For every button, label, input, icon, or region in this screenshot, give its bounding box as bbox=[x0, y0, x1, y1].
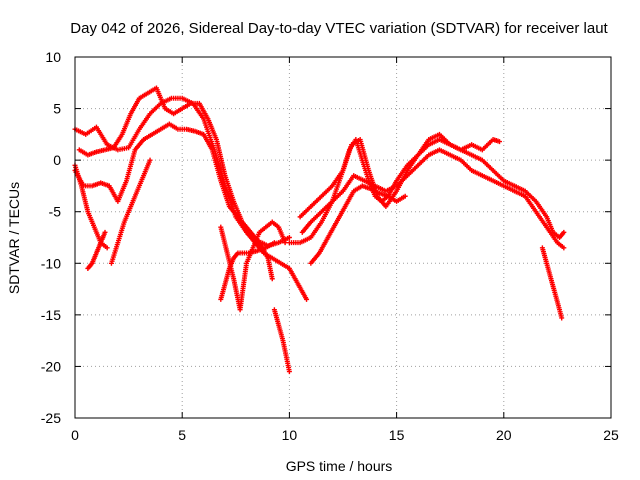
series-arc-e bbox=[85, 229, 108, 271]
x-tick-label: 25 bbox=[603, 427, 619, 443]
y-tick-label: -25 bbox=[41, 410, 61, 426]
data-point bbox=[561, 229, 567, 235]
data-point bbox=[559, 315, 565, 321]
x-axis-label: GPS time / hours bbox=[286, 458, 393, 474]
plot-frame bbox=[74, 56, 612, 419]
series-arc-h bbox=[218, 240, 277, 302]
y-tick-label: 0 bbox=[53, 152, 61, 168]
y-tick-label: -10 bbox=[41, 255, 61, 271]
data-point bbox=[104, 245, 110, 251]
data-point bbox=[497, 139, 503, 145]
x-tick-label: 15 bbox=[389, 427, 405, 443]
data-point bbox=[282, 240, 288, 246]
data-point bbox=[304, 296, 310, 302]
y-tick-label: -20 bbox=[41, 358, 61, 374]
y-tick-label: 10 bbox=[45, 49, 61, 65]
series-arc-f bbox=[108, 157, 153, 266]
series-arc-n bbox=[539, 245, 565, 321]
y-tick-label: 5 bbox=[53, 101, 61, 117]
y-axis-label: SDTVAR / TECUs bbox=[6, 182, 22, 294]
series-arc-k bbox=[297, 131, 503, 220]
series-arc-g bbox=[218, 219, 288, 313]
data-marks-layer bbox=[72, 85, 567, 375]
x-tick-label: 10 bbox=[282, 427, 298, 443]
y-tick-label: -5 bbox=[49, 204, 62, 220]
data-point bbox=[269, 276, 275, 282]
ticks-layer: 0 5 10 15 20 25 -25 -20 -15 -10 -5 0 5 10 bbox=[41, 49, 619, 443]
data-point bbox=[286, 369, 292, 375]
y-tick-label: -15 bbox=[41, 307, 61, 323]
x-tick-label: 20 bbox=[496, 427, 512, 443]
data-point bbox=[286, 235, 292, 240]
data-point bbox=[271, 240, 277, 246]
data-point bbox=[147, 157, 153, 163]
data-point bbox=[102, 229, 108, 235]
x-tick-label: 0 bbox=[71, 427, 79, 443]
x-tick-label: 5 bbox=[178, 427, 186, 443]
series-arc-m bbox=[308, 183, 408, 266]
series-arc-l bbox=[299, 147, 567, 251]
series-arc-i bbox=[271, 307, 292, 375]
data-point bbox=[561, 245, 567, 251]
data-point bbox=[402, 193, 408, 199]
chart-title: Day 042 of 2026, Sidereal Day-to-day VTE… bbox=[70, 20, 608, 37]
